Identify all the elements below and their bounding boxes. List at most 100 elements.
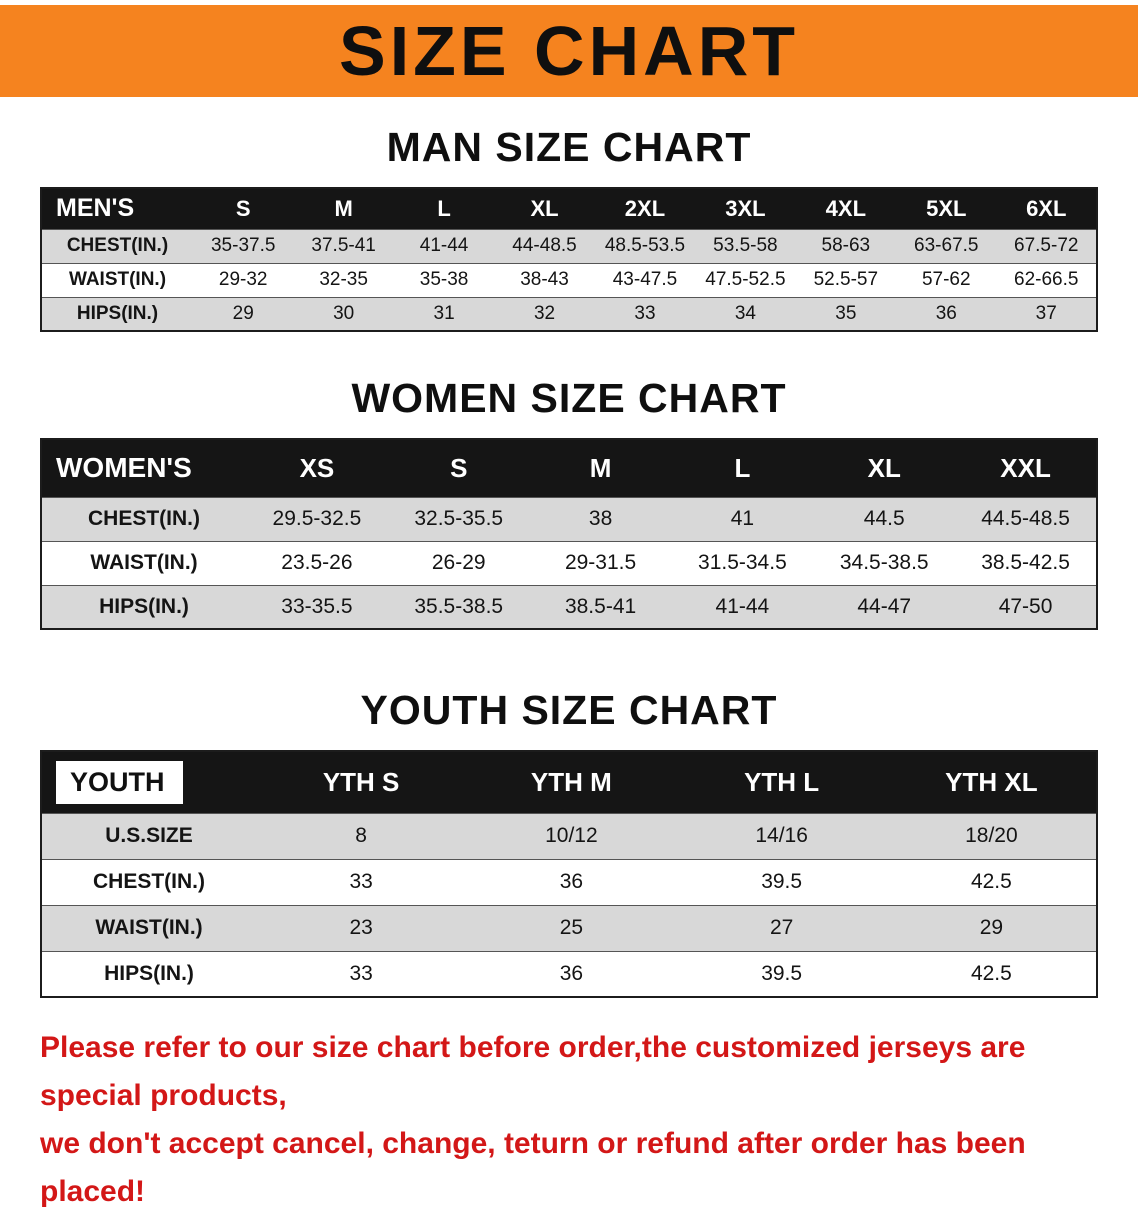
measurement-row: WAIST(IN.) 23 25 27 29 bbox=[41, 905, 1097, 951]
men-size-table: MEN'S S M L XL 2XL 3XL 4XL 5XL 6XL CHEST(IN.) 35-37… bbox=[40, 187, 1098, 332]
header-label: XL bbox=[867, 452, 901, 483]
row-label-cell: HIPS(IN.) bbox=[99, 594, 189, 618]
value-cell: 29-31.5 bbox=[564, 551, 637, 574]
youth-size-table: YOUTH YTH S YTH M YTH L YTH XL U.S.SIZE 8 10/12… bbox=[40, 750, 1098, 998]
value-cell: 32-35 bbox=[319, 269, 368, 290]
value-cell: 35.5-38.5 bbox=[414, 594, 504, 618]
value-cell: 42.5 bbox=[970, 961, 1012, 985]
value-cell: 39.5 bbox=[761, 961, 803, 985]
value-cell: 62-66.5 bbox=[1014, 269, 1079, 290]
men-chart-heading: MAN SIZE CHART bbox=[386, 124, 752, 170]
value-cell: 26-29 bbox=[431, 551, 486, 574]
value-cell: 32.5-35.5 bbox=[414, 507, 504, 530]
value-cell: 29-32 bbox=[218, 269, 268, 290]
header-label: 3XL bbox=[725, 195, 766, 221]
header-label: M bbox=[589, 452, 612, 483]
table-title-cell: MEN'S bbox=[41, 188, 193, 229]
value-cell: 57-62 bbox=[921, 269, 971, 290]
value-cell: 48.5-53.5 bbox=[604, 235, 686, 256]
row-label-cell: CHEST(IN.) bbox=[88, 507, 200, 530]
value-cell: 53.5-58 bbox=[713, 235, 778, 256]
header-label: XS bbox=[299, 452, 335, 483]
value-cell: 38.5-41 bbox=[564, 594, 637, 618]
value-cell: 38-43 bbox=[520, 269, 569, 290]
value-cell: 34 bbox=[734, 302, 756, 324]
header-label: L bbox=[437, 195, 451, 221]
value-cell: 23 bbox=[349, 916, 373, 939]
value-cell: 41-44 bbox=[715, 594, 770, 618]
header-label: S bbox=[450, 452, 468, 483]
value-cell: 44-47 bbox=[857, 594, 912, 618]
header-label: YTH XL bbox=[945, 766, 1038, 797]
value-cell: 31.5-34.5 bbox=[698, 551, 787, 574]
value-cell: 41 bbox=[730, 507, 755, 530]
header-row: YOUTH YTH S YTH M YTH L YTH XL bbox=[41, 751, 1097, 813]
value-cell: 38 bbox=[588, 507, 613, 530]
size-header-cell: 3XL bbox=[695, 188, 795, 229]
row-label-cell: WAIST(IN.) bbox=[90, 551, 198, 574]
header-label: MEN'S bbox=[56, 194, 135, 223]
value-cell: 18/20 bbox=[965, 824, 1018, 847]
value-cell: 33 bbox=[349, 870, 373, 893]
size-header-cell: YTH XL bbox=[887, 751, 1097, 813]
table-title-cell: WOMEN'S bbox=[41, 439, 246, 497]
size-header-cell: XS bbox=[246, 439, 388, 497]
value-cell: 41-44 bbox=[419, 235, 469, 256]
size-header-cell: M bbox=[530, 439, 672, 497]
size-header-cell: YTH L bbox=[677, 751, 887, 813]
value-cell: 29.5-32.5 bbox=[272, 507, 362, 530]
value-cell: 37 bbox=[1035, 302, 1057, 324]
value-cell: 30 bbox=[333, 302, 355, 324]
measurement-row: CHEST(IN.) 33 36 39.5 42.5 bbox=[41, 859, 1097, 905]
row-label-cell: CHEST(IN.) bbox=[93, 870, 205, 893]
value-cell: 67.5-72 bbox=[1014, 235, 1079, 256]
header-label: XXL bbox=[1000, 452, 1051, 483]
size-header-cell: S bbox=[193, 188, 293, 229]
header-label: L bbox=[734, 452, 751, 483]
value-cell: 23.5-26 bbox=[281, 551, 353, 574]
measurement-row: HIPS(IN.) 33-35.5 35.5-38.5 38.5-41 41-44 44-… bbox=[41, 585, 1097, 629]
value-cell: 35 bbox=[835, 302, 857, 324]
value-cell: 42.5 bbox=[970, 870, 1012, 893]
measurement-row: CHEST(IN.) 35-37.5 37.5-41 41-44 44-48.5 48.5… bbox=[41, 229, 1097, 263]
size-chart-banner: SIZE CHART bbox=[0, 5, 1138, 97]
measurement-row: CHEST(IN.) 29.5-32.5 32.5-35.5 38 41 44.5 44.5… bbox=[41, 497, 1097, 541]
size-header-cell: YTH S bbox=[256, 751, 466, 813]
header-label: 2XL bbox=[624, 195, 666, 221]
value-cell: 33-35.5 bbox=[281, 594, 353, 618]
size-header-cell: 5XL bbox=[896, 188, 996, 229]
header-label: YTH S bbox=[322, 766, 400, 797]
row-label-cell: HIPS(IN.) bbox=[76, 302, 159, 324]
table-title-cell: YOUTH bbox=[41, 751, 256, 813]
value-cell: 39.5 bbox=[761, 870, 803, 893]
row-label-cell: WAIST(IN.) bbox=[68, 269, 167, 290]
value-cell: 47-50 bbox=[998, 594, 1053, 618]
size-header-cell: 4XL bbox=[796, 188, 896, 229]
value-cell: 34.5-38.5 bbox=[839, 551, 929, 574]
value-cell: 33 bbox=[349, 961, 373, 985]
youth-size-chart-section: YOUTH SIZE CHART YOUTH YTH S YTH M YTH L YTH… bbox=[0, 686, 1138, 998]
value-cell: 36 bbox=[559, 870, 584, 893]
value-cell: 35-38 bbox=[419, 269, 469, 290]
size-header-cell: L bbox=[394, 188, 494, 229]
measurement-row: WAIST(IN.) 29-32 32-35 35-38 38-43 43-47.5 47.… bbox=[41, 263, 1097, 297]
value-cell: 44.5-48.5 bbox=[981, 507, 1070, 530]
row-label-cell: CHEST(IN.) bbox=[66, 235, 169, 256]
row-label-cell: HIPS(IN.) bbox=[104, 961, 194, 985]
value-cell: 35-37.5 bbox=[210, 235, 276, 256]
header-row: MEN'S S M L XL 2XL 3XL 4XL 5XL 6XL bbox=[41, 188, 1097, 229]
header-label: 4XL bbox=[825, 195, 867, 221]
size-header-cell: M bbox=[293, 188, 393, 229]
value-cell: 44.5 bbox=[863, 507, 905, 530]
women-size-table: WOMEN'S XS S M L XL XXL CHEST(IN.) 29.5-32.5 32.5… bbox=[40, 438, 1098, 630]
header-row: WOMEN'S XS S M L XL XXL bbox=[41, 439, 1097, 497]
value-cell: 10/12 bbox=[545, 824, 598, 847]
size-header-cell: XL bbox=[813, 439, 955, 497]
banner-title: SIZE CHART bbox=[339, 12, 799, 90]
measurement-row: WAIST(IN.) 23.5-26 26-29 29-31.5 31.5-34.5 34… bbox=[41, 541, 1097, 585]
disclaimer-line-2: we don't accept cancel, change, teturn o… bbox=[40, 1127, 1026, 1208]
row-label-cell: WAIST(IN.) bbox=[95, 916, 203, 939]
row-label-cell: U.S.SIZE bbox=[105, 824, 193, 847]
measurement-row: HIPS(IN.) 29 30 31 32 33 34 35 36 37 bbox=[41, 297, 1097, 331]
header-label: M bbox=[334, 195, 353, 221]
